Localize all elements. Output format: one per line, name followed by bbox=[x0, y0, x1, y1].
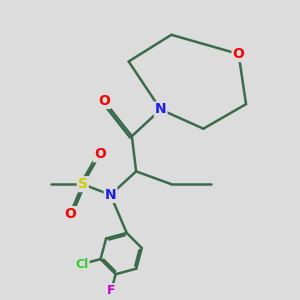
Text: O: O bbox=[94, 147, 106, 161]
Text: O: O bbox=[232, 47, 244, 61]
Text: N: N bbox=[105, 188, 116, 202]
Text: O: O bbox=[98, 94, 110, 108]
Text: N: N bbox=[155, 103, 167, 116]
Text: S: S bbox=[78, 177, 88, 191]
Text: F: F bbox=[107, 284, 116, 297]
Text: Cl: Cl bbox=[75, 258, 88, 271]
Text: O: O bbox=[64, 207, 76, 221]
